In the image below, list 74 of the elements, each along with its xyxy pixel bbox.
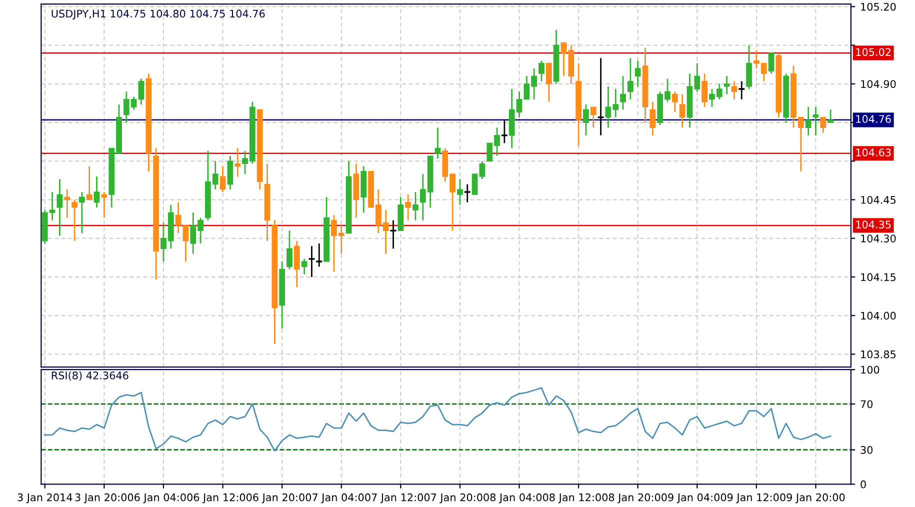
candlestick [405,194,412,222]
text: USDJPY,H1 104.75 104.80 104.75 104.76 [52,10,265,20]
candlestick [650,101,656,136]
candlestick [768,52,774,74]
x-tick-label: 6 Jan 04:00 [134,493,192,504]
y-tick-label: 104.15 [861,273,896,282]
candlestick [78,191,85,234]
candlestick [86,166,92,200]
x-tick-label: 8 Jan 20:00 [608,493,667,504]
candlestick [583,104,589,136]
candlestick [634,60,641,88]
candlestick [101,191,108,218]
candlestick [464,184,472,203]
x-tick-label: 3 Jan 20:00 [75,493,134,504]
candlestick [56,178,63,236]
candlestick [315,242,323,268]
candlestick [220,166,226,193]
candlestick [679,93,686,128]
candlestick [175,202,182,234]
candlestick [94,176,100,208]
y-tick-label: 105.20 [861,2,896,11]
candlestick [182,224,189,262]
y-tick-label: 104.30 [861,234,896,242]
x-tick-label: 8 Jan 12:00 [550,493,608,504]
y-tick-label: 70 [860,400,873,408]
candlestick [479,160,486,180]
ref-line-label: 104.63 [856,148,891,156]
x-tick-label: 6 Jan 12:00 [194,493,252,504]
x-tick-label: 3 Jan 2014 [18,493,72,504]
candlestick [731,80,738,100]
x-tick-label: 6 Jan 20:00 [253,493,312,504]
candlestick [500,119,508,144]
candlestick [724,75,730,95]
line-series [44,387,832,452]
candlestick [546,62,552,103]
candlestick [286,230,292,270]
candlestick [590,106,596,128]
candlestick [627,57,634,100]
x-tick-label: 9 Jan 04:00 [668,493,726,504]
ref-line-label: 105.02 [856,48,891,56]
candlestick [746,44,752,90]
x-tick-label: 7 Jan 04:00 [312,493,370,504]
candlestick [72,199,78,242]
x-tick-label: 8 Jan 04:00 [490,493,548,504]
candlestick [64,188,70,218]
x-tick-label: 7 Jan 12:00 [372,493,430,504]
chart-title: RSI(8) 42.3646 [52,371,128,381]
candlestick [457,178,463,206]
x-tick-label: 7 Jan 20:00 [431,493,489,504]
candlestick [820,116,826,134]
ref-line-label: 104.76 [856,115,891,123]
candlestick [672,90,678,113]
candlestick [227,155,234,190]
y-tick-label: 104.90 [861,80,896,88]
candlestick [702,72,708,108]
x-tick-label: 9 Jan 20:00 [786,493,845,504]
candlestick [538,60,544,82]
candlestick [294,240,300,288]
candlestick [472,173,478,196]
x-tick-label: 9 Jan 12:00 [727,493,786,504]
candlestick [620,75,626,110]
y-tick-label: 30 [860,446,873,454]
y-tick-label: 104.00 [861,312,896,320]
y-tick-label: 100 [861,366,880,374]
ref-line-label: 104.35 [856,220,891,228]
candlestick [412,191,418,222]
candlestick [301,258,308,276]
candlestick [738,80,746,100]
candlestick [234,148,241,178]
candlestick [805,106,812,136]
y-tick-label: 103.85 [861,350,896,358]
y-tick-label: 104.45 [861,196,896,204]
y-tick-label: 0 [860,480,866,488]
candlestick [828,108,834,124]
